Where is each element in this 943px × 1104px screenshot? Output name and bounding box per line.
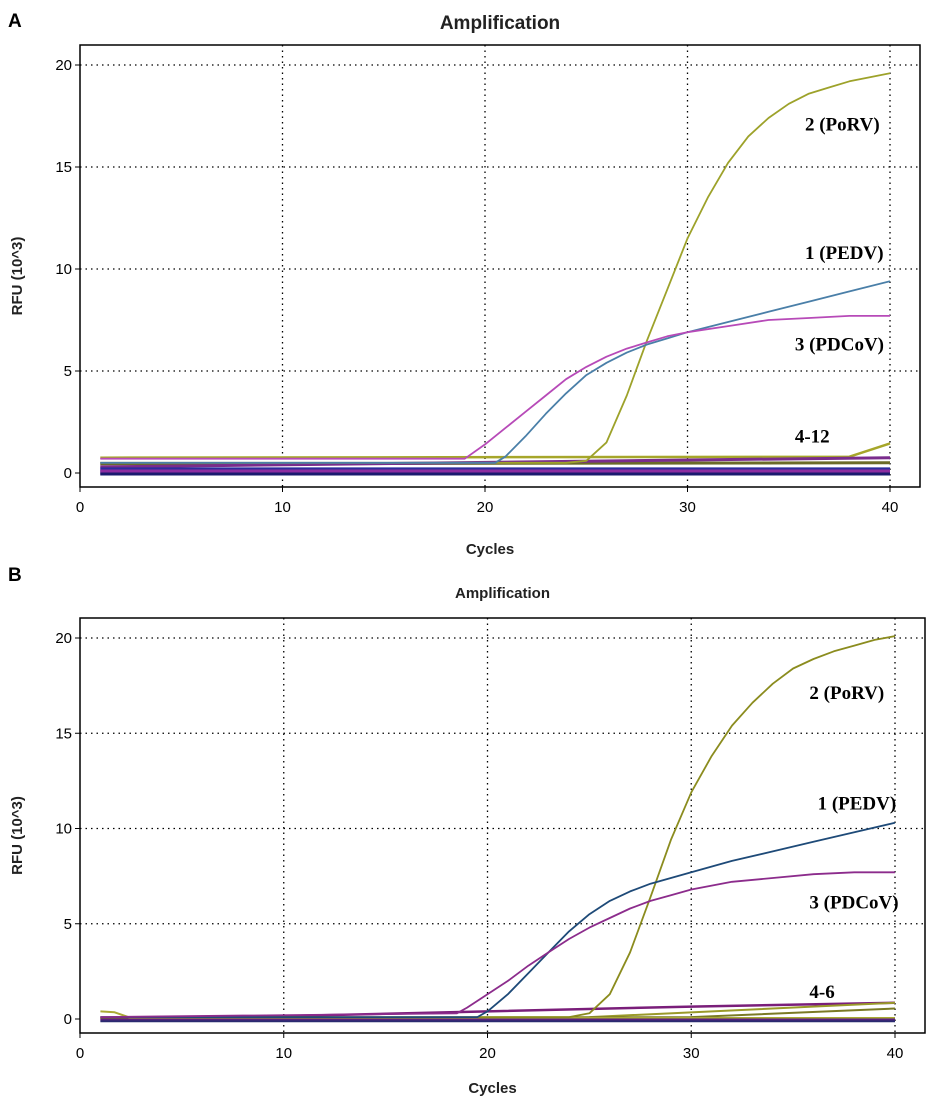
y-tick-label: 15 [55, 725, 72, 742]
y-tick-label: 5 [64, 363, 72, 380]
y-tick-label: 0 [64, 1011, 72, 1028]
series-group [100, 72, 891, 476]
x-tick-label: 10 [274, 499, 291, 516]
plot-frame [79, 44, 921, 488]
x-axis-label: Cycles [468, 1080, 516, 1097]
x-tick-label: 0 [76, 499, 84, 516]
x-tick-label: 20 [479, 1045, 496, 1062]
y-tick-label: 10 [55, 821, 72, 838]
series-annotation: 4-6 [809, 982, 834, 1003]
panel-b: B Amplification 0 10 20 30 40 0 5 10 15 20 Cycles RFU… [8, 565, 926, 1097]
panel-letter: A [8, 11, 22, 32]
series-annotation: 3 (PDCoV) [795, 335, 884, 356]
series-annotation: 3 (PDCoV) [809, 893, 898, 914]
x-tick-label: 10 [275, 1045, 292, 1062]
y-tick-label: 15 [55, 159, 72, 176]
plot-frame [79, 617, 926, 1034]
series-line-2-porv [100, 635, 896, 1018]
grid [80, 618, 925, 1033]
series-line-3-pdcov [100, 315, 890, 460]
panel-a: A Amplification 0 10 20 30 40 0 5 10 15 20 Cycles RFU… [8, 11, 921, 558]
series-annotation: 1 (PEDV) [818, 793, 897, 814]
x-axis-label: Cycles [466, 541, 514, 558]
chart-title: Amplification [455, 585, 550, 602]
y-tick-label: 20 [55, 57, 72, 74]
x-tick-label: 30 [679, 499, 696, 516]
series-line-1-pedv [100, 280, 891, 464]
x-tick-label: 40 [887, 1045, 904, 1062]
y-axis-label: RFU (10^3) [9, 796, 26, 875]
series-annotation: 2 (PoRV) [805, 114, 880, 135]
grid [80, 45, 920, 487]
series-annotation: 4-12 [795, 426, 830, 447]
series-annotation: 1 (PEDV) [805, 243, 884, 264]
y-axis-label: RFU (10^3) [9, 237, 26, 316]
y-tick-label: 5 [64, 916, 72, 933]
y-tick-label: 0 [64, 465, 72, 482]
series-line-4-6-d [100, 1010, 895, 1019]
x-tick-label: 0 [76, 1045, 84, 1062]
x-tick-label: 40 [882, 499, 899, 516]
x-tick-label: 30 [683, 1045, 700, 1062]
series-annotation: 2 (PoRV) [809, 683, 884, 704]
y-tick-label: 10 [55, 261, 72, 278]
y-tick-label: 20 [55, 630, 72, 647]
series-line-3-pdcov [100, 871, 895, 1018]
series-group [100, 635, 896, 1023]
series-line-1-pedv [100, 821, 896, 1018]
series-line-2-porv [100, 72, 891, 464]
x-tick-label: 20 [477, 499, 494, 516]
chart-title: Amplification [440, 13, 560, 34]
panel-letter: B [8, 565, 22, 586]
